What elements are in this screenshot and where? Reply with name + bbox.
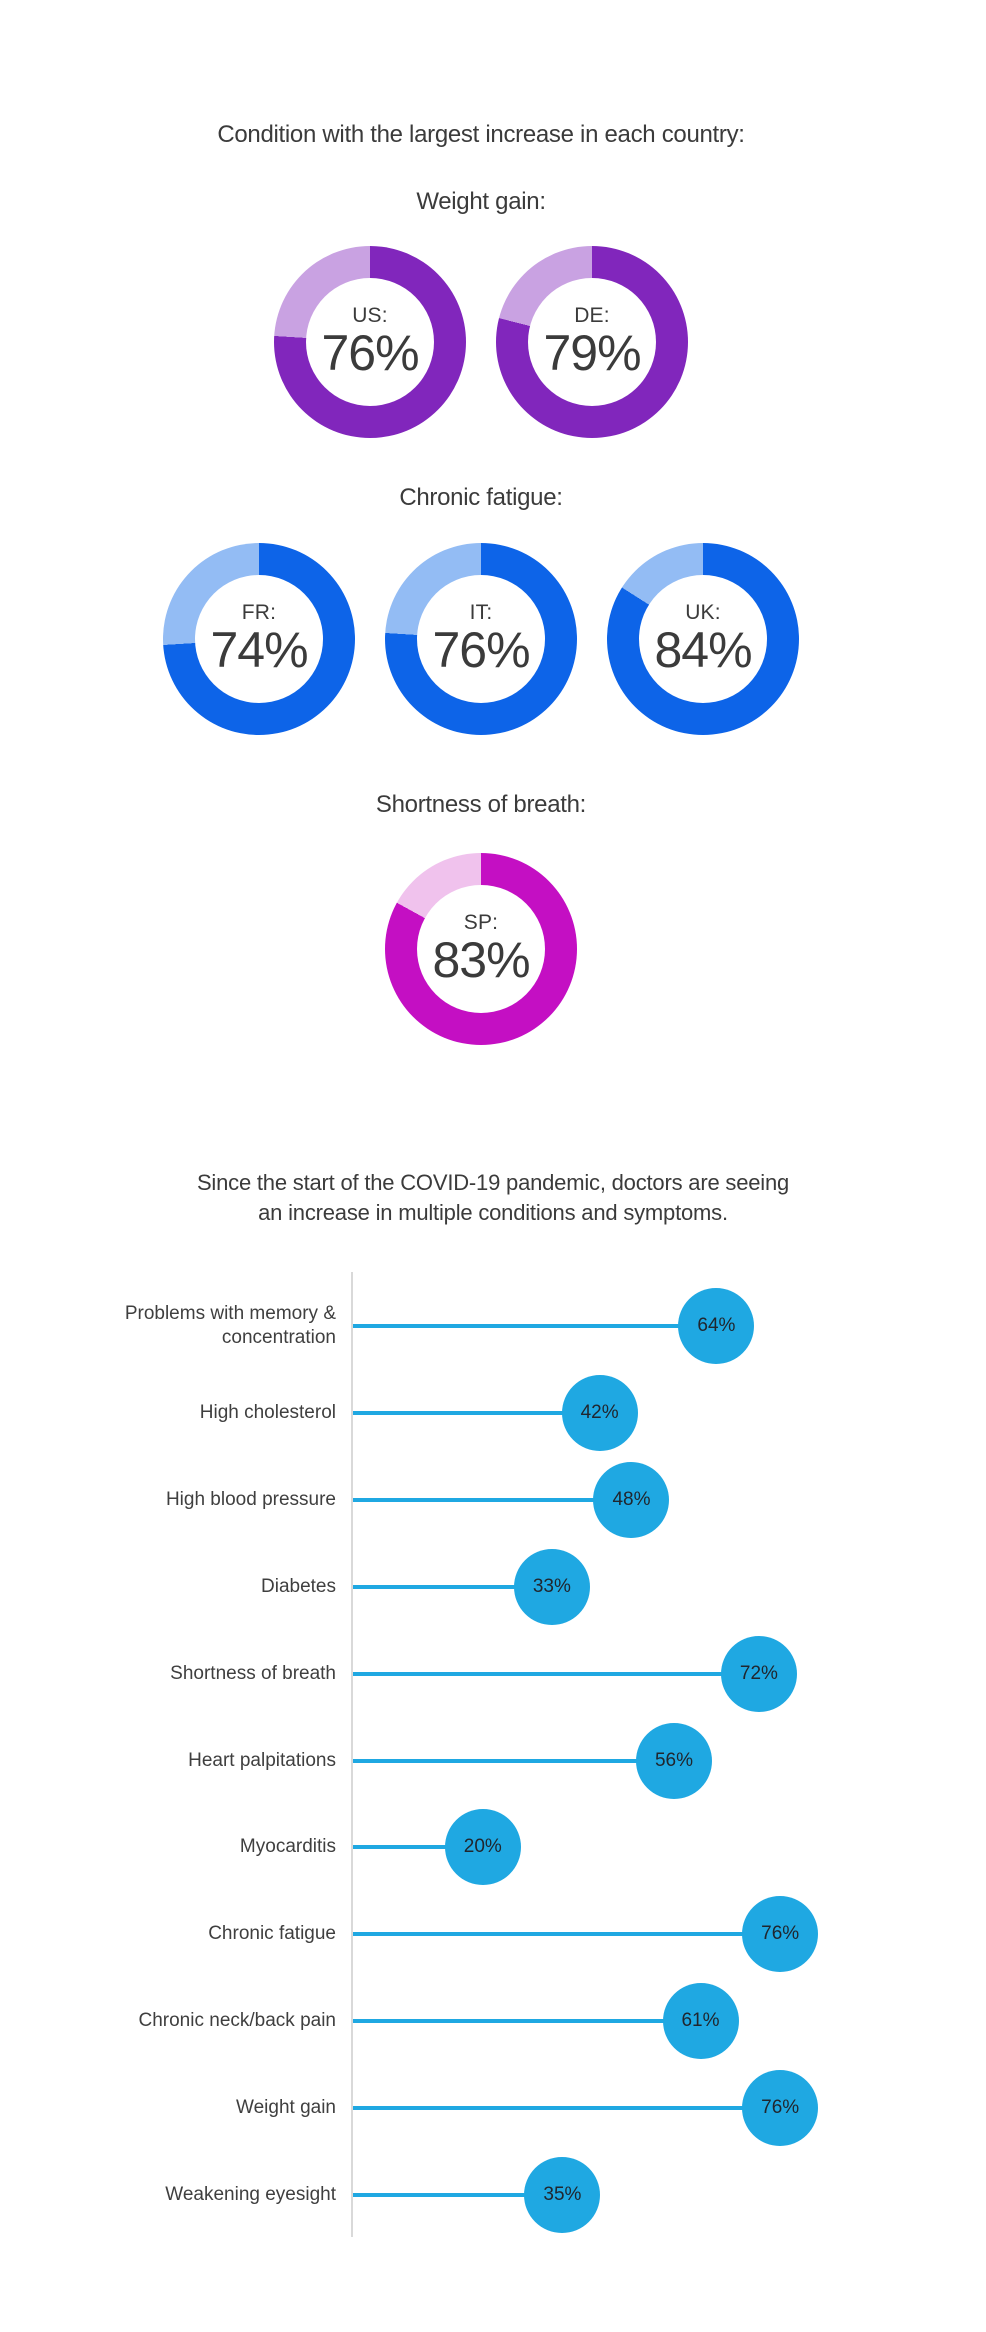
donut-country-label: DE: bbox=[574, 304, 610, 328]
donut-hole: DE: 79% bbox=[528, 278, 656, 406]
value-label: 42% bbox=[580, 1401, 619, 1423]
lollipop-line bbox=[353, 1845, 483, 1850]
category-label: Chronic fatigue bbox=[208, 1923, 336, 1945]
value-label: 76% bbox=[761, 1923, 800, 1945]
category-label: Chronic neck/back pain bbox=[138, 2010, 337, 2032]
donut-value-label: 76% bbox=[432, 622, 530, 679]
condition-heading: Shortness of breath: bbox=[375, 791, 587, 818]
category-label: Shortness of breath bbox=[170, 1662, 336, 1684]
condition-heading: Chronic fatigue: bbox=[399, 484, 563, 511]
value-label: 48% bbox=[612, 1488, 651, 1510]
donut-hole: US: 76% bbox=[306, 278, 434, 406]
donut-chart-de: DE: 79% bbox=[496, 246, 688, 438]
lollipop-line bbox=[353, 1584, 552, 1589]
donut-hole: SP: 83% bbox=[417, 885, 545, 1013]
lollipop-line bbox=[353, 1671, 759, 1676]
donut-chart-it: IT: 76% bbox=[385, 543, 577, 735]
donut-value-label: 74% bbox=[210, 622, 308, 679]
category-label: Weakening eyesight bbox=[165, 2184, 336, 2205]
lollipop-circle: 72% bbox=[720, 1635, 797, 1712]
chart-title-line-2: an increase in multiple conditions and s… bbox=[258, 1200, 728, 1225]
donut-country-label: UK: bbox=[685, 601, 721, 625]
value-label: 20% bbox=[463, 1836, 502, 1858]
lollipop-chart: Problems with memory & concentration 64% H… bbox=[0, 1272, 986, 2252]
lollipop-line bbox=[353, 1758, 674, 1763]
lollipop-circle: 33% bbox=[513, 1548, 590, 1625]
value-label: 64% bbox=[697, 1315, 736, 1336]
category-label: Problems with memory & concentration bbox=[124, 1303, 336, 1348]
category-label: High blood pressure bbox=[165, 1488, 336, 1510]
lollipop-circle: 61% bbox=[662, 1983, 739, 2060]
lollipop-circle: 20% bbox=[444, 1809, 521, 1886]
category-label: Diabetes bbox=[261, 1575, 336, 1597]
lollipop-circle: 64% bbox=[678, 1288, 755, 1364]
lollipop-circle: 35% bbox=[524, 2157, 601, 2233]
y-axis-line bbox=[351, 1272, 353, 2237]
donut-row: SP: 83% bbox=[0, 853, 962, 1045]
lollipop-line bbox=[353, 1324, 717, 1328]
donut-country-label: FR: bbox=[241, 601, 277, 625]
category-label: Myocarditis bbox=[239, 1836, 336, 1858]
lollipop-circle: 56% bbox=[635, 1722, 712, 1799]
donut-value-label: 84% bbox=[654, 622, 752, 679]
donut-chart-fr: FR: 74% bbox=[163, 543, 355, 735]
donut-section: Condition with the largest increase in e… bbox=[0, 0, 962, 1100]
lollipop-line bbox=[353, 2106, 781, 2111]
lollipop-line bbox=[353, 1497, 632, 1502]
donut-chart-sp: SP: 83% bbox=[385, 853, 577, 1045]
lollipop-circle: 42% bbox=[561, 1374, 638, 1451]
category-label: Heart palpitations bbox=[188, 1749, 336, 1771]
donut-country-label: US: bbox=[352, 304, 388, 328]
donut-country-label: IT: bbox=[469, 601, 493, 625]
lollipop-circle: 76% bbox=[742, 1896, 819, 1973]
lollipop-line bbox=[353, 2019, 701, 2024]
donut-hole: UK: 84% bbox=[639, 575, 767, 703]
value-label: 33% bbox=[532, 1575, 571, 1597]
lollipop-line bbox=[353, 1410, 600, 1415]
value-label: 61% bbox=[681, 2010, 720, 2032]
category-label: High cholesterol bbox=[199, 1401, 336, 1423]
donut-value-label: 79% bbox=[543, 325, 641, 382]
lollipop-line bbox=[353, 1932, 781, 1937]
lollipop-line bbox=[353, 2193, 563, 2197]
donut-value-label: 83% bbox=[432, 932, 530, 989]
donut-hole: IT: 76% bbox=[417, 575, 545, 703]
donut-country-label: SP: bbox=[463, 911, 499, 935]
chart-title-line-1: Since the start of the COVID-19 pandemic… bbox=[196, 1170, 790, 1195]
value-label: 72% bbox=[739, 1662, 778, 1684]
category-label: Weight gain bbox=[236, 2097, 336, 2119]
lollipop-circle: 48% bbox=[593, 1461, 670, 1538]
donut-hole: FR: 74% bbox=[195, 575, 323, 703]
lollipop-circle: 76% bbox=[742, 2070, 819, 2147]
donut-row: FR: 74% IT: 76% UK: 84% bbox=[0, 543, 962, 735]
donut-value-label: 76% bbox=[321, 325, 419, 382]
donut-chart-us: US: 76% bbox=[274, 246, 466, 438]
chart-title: Since the start of the COVID-19 pandemic… bbox=[0, 1168, 986, 1228]
value-label: 76% bbox=[761, 2097, 800, 2119]
donut-chart-uk: UK: 84% bbox=[607, 543, 799, 735]
donut-row: US: 76% DE: 79% bbox=[0, 246, 962, 438]
condition-heading: Weight gain: bbox=[416, 188, 546, 215]
page-title: Condition with the largest increase in e… bbox=[217, 121, 745, 148]
value-label: 56% bbox=[654, 1749, 693, 1771]
value-label: 35% bbox=[543, 2184, 582, 2205]
